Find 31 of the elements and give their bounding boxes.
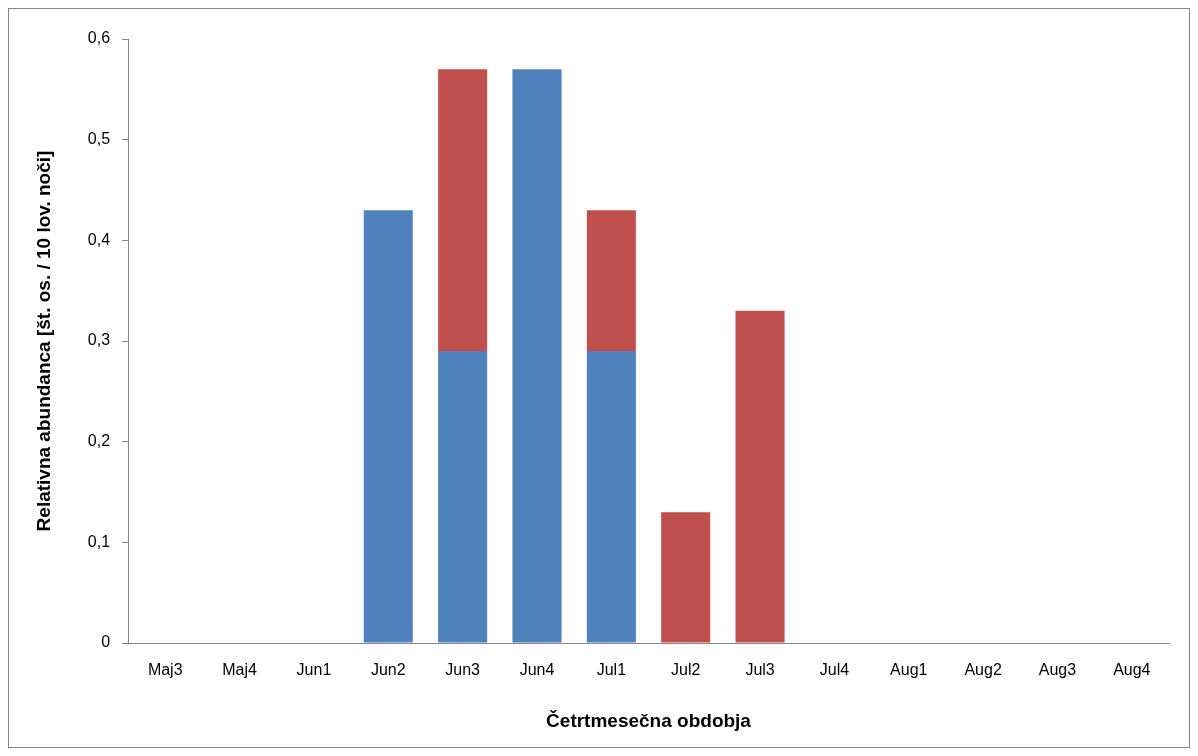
bar bbox=[363, 210, 413, 643]
bar bbox=[735, 310, 785, 643]
y-tick-label: 0 bbox=[101, 633, 111, 651]
y-tick-label: 0,6 bbox=[87, 29, 111, 47]
x-axis-title: Četrtmesečna obdobja bbox=[546, 709, 752, 731]
x-tick-label: Jul3 bbox=[745, 661, 775, 679]
x-tick-label: Jul4 bbox=[819, 661, 850, 679]
y-tick-label: 0,2 bbox=[87, 432, 111, 450]
x-tick-label: Jun3 bbox=[445, 661, 481, 679]
x-tick-label: Jun2 bbox=[370, 661, 406, 679]
x-tick-label: Aug4 bbox=[1113, 661, 1151, 679]
x-tick-label: Jul1 bbox=[596, 661, 627, 679]
x-tick-label: Maj4 bbox=[222, 661, 258, 679]
bar bbox=[512, 69, 562, 643]
x-tick-label: Maj3 bbox=[147, 661, 183, 679]
bar bbox=[438, 69, 488, 352]
bar bbox=[586, 210, 636, 352]
x-tick-label: Aug1 bbox=[890, 661, 928, 679]
x-tick-label: Jun4 bbox=[519, 661, 555, 679]
y-tick-label: 0,4 bbox=[87, 230, 111, 248]
bar bbox=[438, 351, 488, 643]
x-tick-label: Jul2 bbox=[671, 661, 701, 679]
x-tick-label: Aug2 bbox=[964, 661, 1002, 679]
x-tick-label: Aug3 bbox=[1038, 661, 1077, 679]
x-tick-label: Jun1 bbox=[296, 661, 332, 679]
bar bbox=[586, 351, 636, 643]
bar bbox=[661, 512, 711, 643]
y-tick-label: 0,5 bbox=[87, 130, 111, 148]
y-tick-label: 0,3 bbox=[87, 331, 111, 349]
y-axis-title: Relativna abundanca [št. os. / 10 lov. noči] bbox=[32, 150, 54, 532]
y-tick-label: 0,1 bbox=[87, 532, 111, 550]
